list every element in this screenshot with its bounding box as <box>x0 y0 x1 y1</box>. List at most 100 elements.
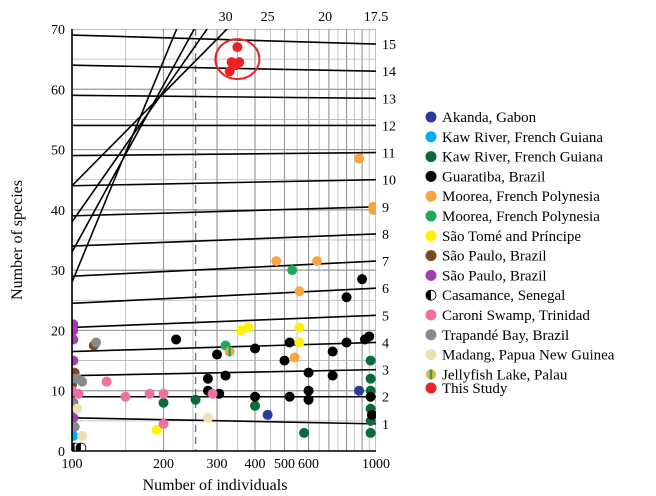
data-point <box>76 442 81 451</box>
data-point <box>366 409 376 420</box>
data-point <box>212 349 223 360</box>
data-point <box>171 334 182 345</box>
data-point <box>72 355 79 366</box>
data-point <box>72 421 80 432</box>
data-point <box>202 412 213 423</box>
legend-marker <box>425 309 437 321</box>
legend-marker <box>425 269 437 281</box>
data-point <box>72 403 83 414</box>
data-point <box>365 427 376 438</box>
isoline <box>72 29 178 283</box>
y-tick-label: 70 <box>51 23 65 38</box>
legend-marker <box>425 349 437 361</box>
axes: 0 10 20 30 40 50 60 70 100 200 300 400 500 600 1000 <box>51 23 390 472</box>
isoline <box>72 151 376 157</box>
data-point <box>365 391 376 402</box>
legend-marker <box>425 210 437 222</box>
data-point <box>250 343 261 354</box>
data-point <box>228 346 231 357</box>
x-tick-label: 200 <box>153 457 174 472</box>
data-point <box>220 370 231 381</box>
isoline <box>72 29 229 187</box>
data-point <box>327 346 338 357</box>
isoline-label-right: 5 <box>382 309 389 324</box>
legend-marker <box>425 170 437 182</box>
isoline <box>72 29 209 223</box>
legend-marker <box>425 329 437 341</box>
data-point <box>77 376 88 387</box>
data-point <box>72 325 79 336</box>
data-point <box>232 42 243 53</box>
data-point <box>294 286 305 297</box>
data-point <box>101 376 112 387</box>
data-point <box>77 430 88 441</box>
data-point <box>120 391 131 402</box>
data-point <box>312 256 323 267</box>
data-point <box>158 388 169 399</box>
x-tick-label: 100 <box>62 457 83 472</box>
isoline <box>72 314 376 329</box>
data-point <box>151 424 162 435</box>
legend-label: Jellyfish Lake, Palau <box>442 367 568 383</box>
data-point <box>250 400 261 411</box>
isoline-label-right: 11 <box>382 147 395 162</box>
data-point <box>327 370 338 381</box>
data-point <box>91 337 102 348</box>
data-point <box>72 430 79 441</box>
legend-marker <box>425 250 437 262</box>
y-tick-label: 60 <box>51 83 65 98</box>
data-point <box>303 385 314 396</box>
isoline-label-top: 30 <box>219 10 233 25</box>
data-point <box>365 355 376 366</box>
legend-marker <box>425 190 437 202</box>
data-point <box>354 385 365 396</box>
data-point <box>144 388 155 399</box>
legend-label: Akanda, Gabon <box>442 110 537 126</box>
legend: Akanda, Gabon Kaw River, French Guiana Kaw… <box>425 110 615 397</box>
isoline <box>72 94 376 100</box>
data-point <box>341 292 352 303</box>
data-point <box>341 337 352 348</box>
data-point <box>357 274 368 285</box>
legend-marker <box>425 111 437 123</box>
legend-label: Guaratiba, Brazil <box>442 169 545 185</box>
data-point <box>72 334 79 345</box>
isoline <box>72 417 376 425</box>
isoline <box>72 233 376 247</box>
y-tick-label: 50 <box>51 144 65 159</box>
y-tick-label: 40 <box>51 204 65 219</box>
data-point <box>284 391 295 402</box>
legend-label: Kaw River, French Guiana <box>442 150 603 166</box>
x-tick-label: 400 <box>245 457 266 472</box>
data-point <box>202 373 213 384</box>
isoline-label-right: 4 <box>382 336 389 351</box>
data-point <box>354 153 365 164</box>
legend-label: Moorea, French Polynesia <box>442 209 600 225</box>
legend-marker <box>425 131 437 143</box>
legend-label: Moorea, French Polynesia <box>442 189 600 205</box>
isoline <box>72 34 376 45</box>
legend-label: São Paulo, Brazil <box>442 249 547 265</box>
data-point <box>365 373 376 384</box>
y-tick-label: 0 <box>58 445 65 460</box>
y-tick-label: 30 <box>51 264 65 279</box>
data-point <box>72 412 79 423</box>
legend-marker <box>425 151 437 163</box>
data-point <box>207 388 218 399</box>
legend-marker <box>426 290 431 301</box>
y-axis-title: Number of species <box>9 180 26 300</box>
isoline-label-top: 25 <box>261 10 275 25</box>
legend-label: Caroni Swamp, Trinidad <box>442 308 590 324</box>
legend-label: Kaw River, French Guiana <box>442 130 603 146</box>
isoline-label-right: 12 <box>382 119 396 134</box>
data-point <box>299 427 310 438</box>
data-point <box>271 256 282 267</box>
y-tick-label: 10 <box>51 385 65 400</box>
data-point <box>158 418 169 429</box>
isoline <box>72 260 376 277</box>
isoline-label-top: 20 <box>318 10 332 25</box>
data-point <box>287 265 298 276</box>
data-point <box>73 388 84 399</box>
